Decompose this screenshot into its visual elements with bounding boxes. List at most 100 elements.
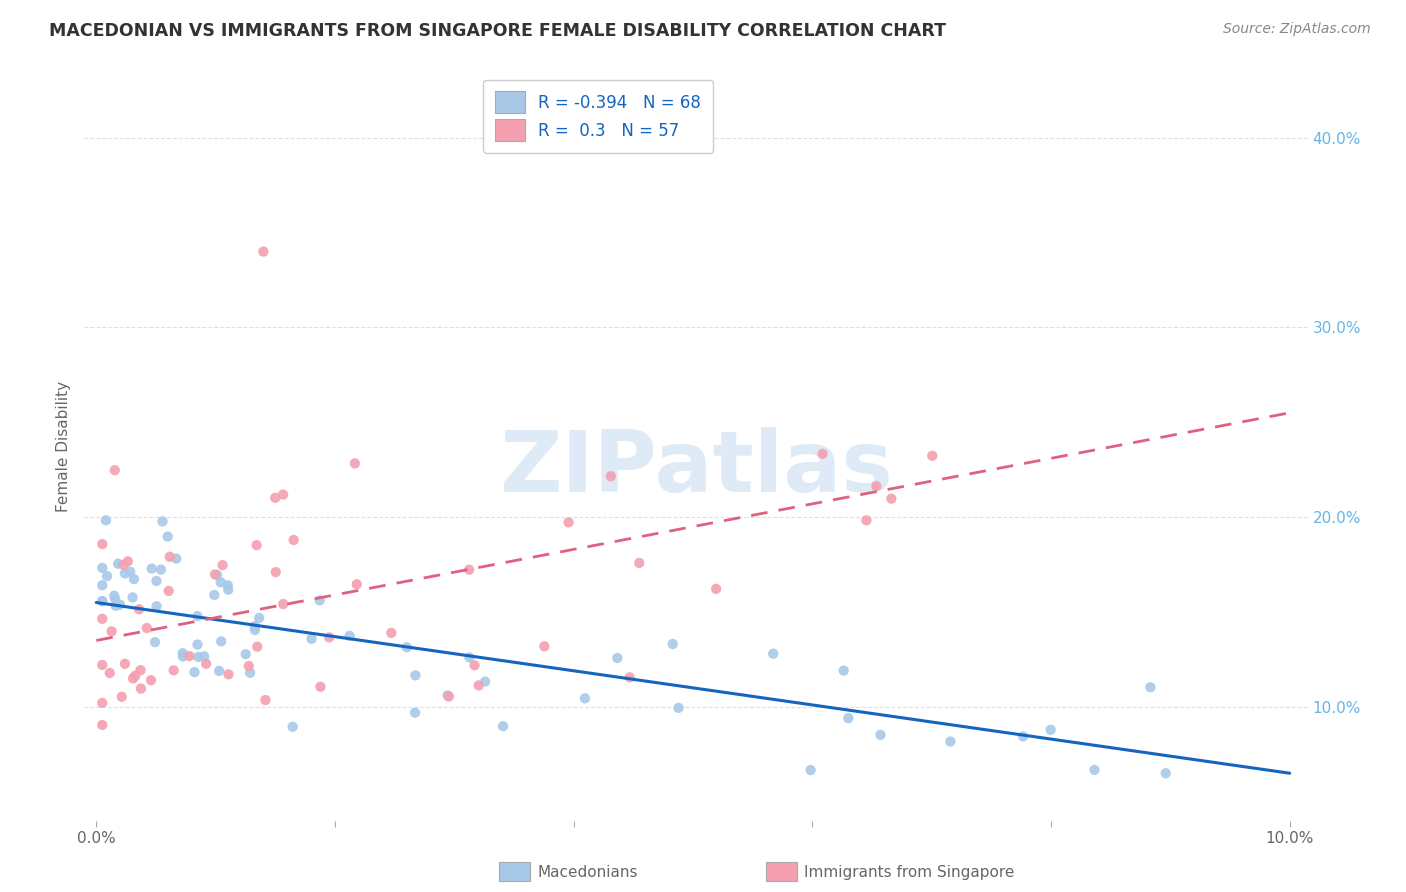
Point [243, 619, 266, 633]
Point [404, 668, 426, 682]
Point [574, 691, 596, 706]
Point [104, 599, 127, 613]
Point [183, 665, 205, 680]
Text: Source: ZipAtlas.com: Source: ZipAtlas.com [1223, 22, 1371, 37]
Point [179, 649, 201, 664]
Point [467, 678, 489, 692]
Point [145, 574, 167, 588]
Point [606, 651, 628, 665]
Point [865, 479, 887, 493]
Point [437, 690, 460, 704]
Point [187, 650, 209, 665]
Point [91, 561, 114, 575]
Point [157, 583, 180, 598]
Point [921, 449, 943, 463]
Text: ZIPatlas: ZIPatlas [499, 427, 893, 510]
Point [811, 447, 834, 461]
Point [235, 647, 257, 661]
Point [301, 632, 323, 646]
Point [145, 599, 167, 614]
Point [855, 513, 877, 527]
Point [271, 597, 294, 611]
Point [464, 658, 486, 673]
Point [395, 640, 418, 655]
Text: Macedonians: Macedonians [537, 865, 637, 880]
Point [114, 657, 136, 671]
Point [117, 554, 139, 568]
Point [346, 577, 368, 591]
Point [172, 649, 194, 664]
Point [252, 244, 274, 259]
Point [128, 602, 150, 616]
Point [91, 578, 114, 592]
Point [283, 533, 305, 547]
Y-axis label: Female Disability: Female Disability [56, 380, 72, 512]
Point [208, 664, 231, 678]
Point [186, 638, 208, 652]
Point [122, 572, 145, 586]
Point [91, 537, 114, 551]
Point [91, 657, 114, 672]
Point [94, 513, 117, 527]
Point [149, 563, 172, 577]
Point [533, 640, 555, 654]
Point [107, 557, 129, 571]
Point [195, 657, 218, 671]
Point [557, 516, 579, 530]
Point [205, 568, 228, 582]
Point [91, 696, 114, 710]
Point [239, 665, 262, 680]
Point [939, 734, 962, 748]
Point [112, 558, 135, 572]
Point [492, 719, 515, 733]
Point [156, 530, 179, 544]
Point [458, 563, 481, 577]
Point [309, 680, 332, 694]
Point [1154, 766, 1177, 780]
Point [104, 463, 127, 477]
Point [211, 558, 233, 573]
Point [122, 672, 145, 686]
Point [628, 556, 651, 570]
Point [91, 718, 114, 732]
Point [264, 491, 287, 505]
Point [209, 575, 232, 590]
Point [271, 487, 294, 501]
Point [209, 634, 232, 648]
Point [318, 630, 340, 644]
Point [96, 569, 118, 583]
Point [108, 598, 131, 612]
Point [121, 591, 143, 605]
Point [661, 637, 683, 651]
Point [186, 609, 208, 624]
Point [120, 565, 142, 579]
Point [129, 663, 152, 677]
Point [1083, 763, 1105, 777]
Point [114, 566, 136, 581]
Point [343, 457, 366, 471]
Point [238, 659, 260, 673]
Point [91, 594, 114, 608]
Point [143, 635, 166, 649]
Text: Immigrants from Singapore: Immigrants from Singapore [804, 865, 1015, 880]
Point [172, 646, 194, 660]
Point [308, 593, 330, 607]
Point [111, 690, 134, 704]
Point [246, 538, 269, 552]
Point [124, 668, 146, 682]
Point [165, 551, 187, 566]
Point [129, 681, 152, 696]
Point [243, 623, 266, 637]
Point [103, 589, 125, 603]
Point [869, 728, 891, 742]
Point [204, 567, 226, 582]
Point [202, 588, 225, 602]
Legend: R = -0.394   N = 68, R =  0.3   N = 57: R = -0.394 N = 68, R = 0.3 N = 57 [484, 79, 713, 153]
Point [704, 582, 727, 596]
Point [91, 612, 114, 626]
Point [100, 624, 122, 639]
Point [91, 594, 114, 608]
Point [264, 565, 287, 579]
Point [217, 582, 239, 597]
Point [599, 469, 621, 483]
